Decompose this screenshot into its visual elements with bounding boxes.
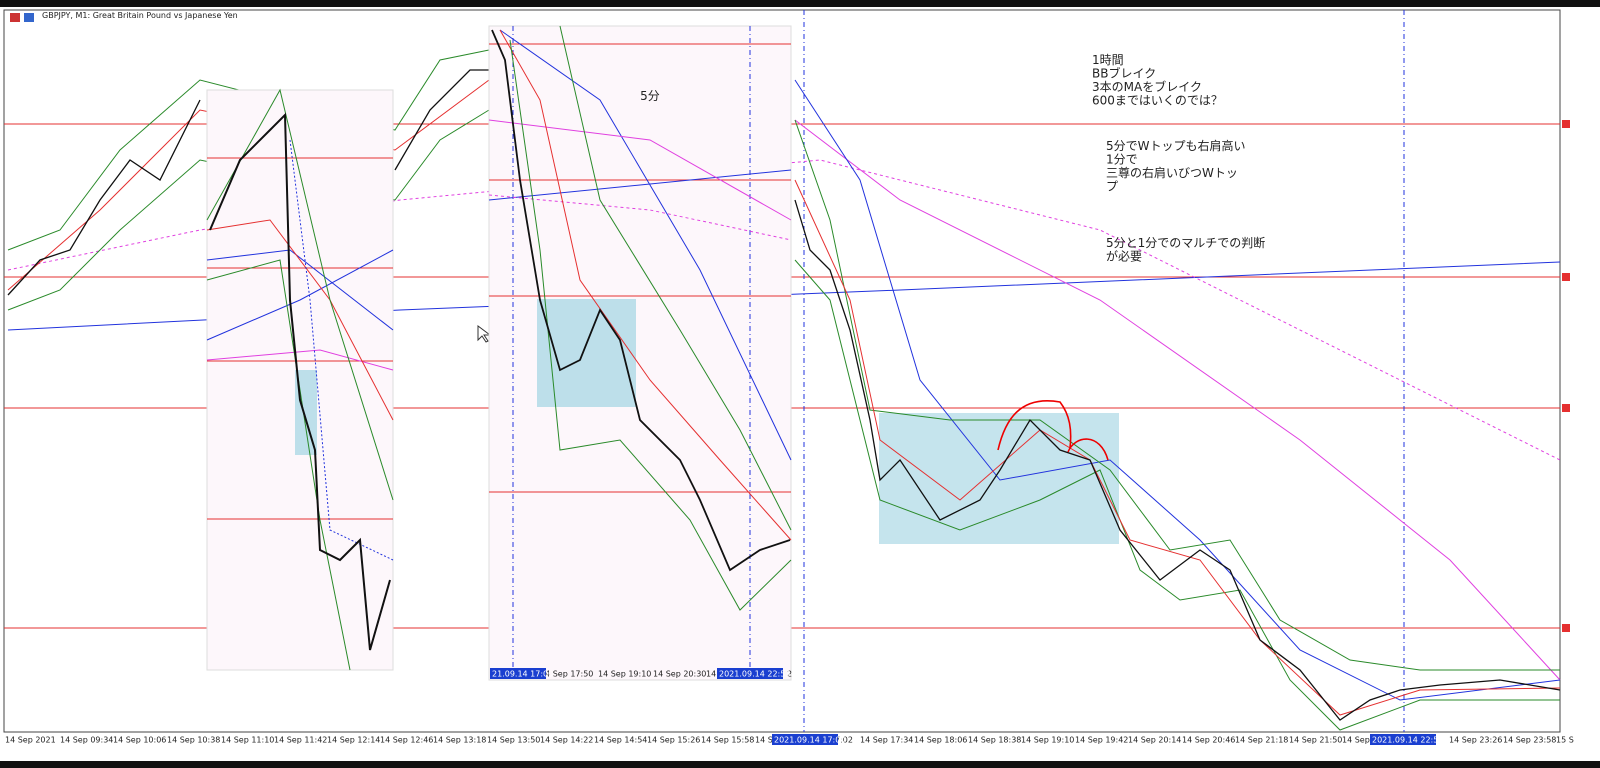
hand-drawn-arc: [1067, 438, 1109, 461]
ma-blue: [206, 249, 394, 331]
price: [209, 112, 391, 651]
time-marker-bg: [1370, 734, 1436, 745]
time-marker: 21.09.14 17:00: [492, 670, 553, 679]
x-tick-label: 14 Sep 20:46: [1182, 736, 1235, 745]
x-tick-label: 14 Sep 11:42: [274, 736, 327, 745]
ma-red: [206, 219, 394, 421]
x-tick-label: 14 Sep 10:06: [113, 736, 166, 745]
bb: [206, 88, 394, 501]
x-tick-label: 14 Sep 2: [1342, 736, 1377, 745]
x-tick-label: 14 Sep 18:06: [914, 736, 967, 745]
x-tick-label: 14 Sep 19:42: [1075, 736, 1128, 745]
inset-tick-label: 14 Sep 17:50: [540, 670, 593, 679]
annotation: プ: [1106, 180, 1118, 194]
inset-tick-label: 14: [706, 670, 716, 679]
inset-5min: 5分: [488, 25, 792, 681]
title-icon: [10, 13, 20, 22]
ma-magenta: [794, 119, 1561, 681]
bb-lower-left: [7, 109, 490, 311]
x-tick-label: 14 Sep 20:14: [1128, 736, 1181, 745]
x-tick-label: 14 Sep 17:34: [860, 736, 913, 745]
annotation: 600まではいくのでは？: [1092, 94, 1223, 108]
x-tick-label: 14 Sep 19:10: [1021, 736, 1074, 745]
ma-magenta: [488, 119, 792, 221]
bb: [559, 25, 792, 531]
session-lines: [803, 10, 1405, 732]
ma-red-left: [7, 79, 490, 291]
ma-red: [499, 29, 792, 541]
ma-blue: [499, 29, 792, 461]
time-marker-bg: [717, 668, 783, 679]
ma-magenta: [206, 349, 394, 371]
x-tick-label: 14 Sep 18:38: [968, 736, 1021, 745]
time-marker: 2021.09.14 22:53: [719, 670, 790, 679]
ma-long: [488, 169, 792, 201]
inset-left: [206, 88, 394, 671]
time-marker: 2021.09.14 17:00: [774, 736, 845, 745]
x-tick-label: 14 Sep 13:50: [487, 736, 540, 745]
price: [7, 99, 201, 296]
time-marker-bg: [772, 734, 838, 745]
annotation: 1分で: [1106, 153, 1138, 167]
time-marker: 2021.09.14 22:53: [1372, 736, 1443, 745]
inset-tick-label: 14 Sep 20:30: [653, 670, 706, 679]
bottom-bar: [0, 761, 1600, 768]
bb: [509, 39, 792, 611]
time-marker-bg: [490, 668, 546, 679]
hand-drawn-arc: [997, 400, 1072, 451]
annotation: 1時間: [1092, 53, 1124, 67]
highlight-box: [537, 299, 636, 407]
annotation: BBブレイク: [1092, 66, 1156, 81]
x-tick-label: 14 Sep 23:26: [1449, 736, 1502, 745]
time-axis: 14 Sep 2021 14 Sep 09:34 14 Sep 10:06 14 Se…: [5, 668, 1574, 745]
ma-dotted: [289, 139, 394, 561]
x-tick-label: 14 Sep 21:18: [1235, 736, 1288, 745]
x-tick-label: 14 Sep 14:54: [594, 736, 647, 745]
x-tick-label: 14 Sep 21:50: [1289, 736, 1342, 745]
annotation: 5分と1分でのマルチでの判断: [1106, 235, 1265, 250]
chart-title: GBPJPY, M1: Great Britain Pound vs Japan…: [42, 11, 238, 20]
price: [394, 69, 489, 171]
x-tick-label: 14 Sep 23:58: [1503, 736, 1556, 745]
annotation: 5分でWトップも右肩高い: [1106, 138, 1246, 153]
top-bar: [0, 0, 1600, 7]
ma-blue: [206, 249, 394, 341]
x-tick-label: 14 Sep 12:14: [327, 736, 380, 745]
chart-frame: [3, 9, 1561, 733]
x-tick-label: 14 Sep 15:58: [701, 736, 754, 745]
x-tick-label: 14 Sep 13:18: [433, 736, 486, 745]
x-tick-label: 14 Sep 11:10: [221, 736, 274, 745]
inset-title: 5分: [640, 89, 660, 103]
x-tick-label: 7:02: [835, 736, 853, 745]
inset-panel: [488, 25, 792, 681]
annotation: 三尊の右肩いびつWトッ: [1106, 165, 1238, 180]
annotation: 3本のMAをブレイク: [1092, 79, 1202, 94]
title-icon: [24, 13, 34, 22]
bb-upper-left: [7, 49, 490, 251]
x-tick-label: 14 Sep 12:46: [380, 736, 433, 745]
level-tags: [1562, 120, 1570, 632]
inset-tick-label: 14 Sep 19:10: [598, 670, 651, 679]
x-tick-label: 14 Sep 09:34: [60, 736, 113, 745]
price: [794, 199, 1561, 721]
bb-upper: [794, 119, 1560, 671]
x-tick-label: 14 Sep 14:22: [540, 736, 593, 745]
ma-blue: [794, 79, 1561, 701]
x-tick-label: 14 Sep 15:26: [647, 736, 700, 745]
x-tick-label: 14 Sep 10:38: [167, 736, 220, 745]
price: [491, 29, 791, 572]
x-tick-label: 14 Sep 2021: [5, 736, 56, 745]
annotation: が必要: [1106, 249, 1142, 264]
x-tick-label: 15 S: [1556, 736, 1574, 745]
inset-tick-label: 2: [787, 670, 792, 679]
